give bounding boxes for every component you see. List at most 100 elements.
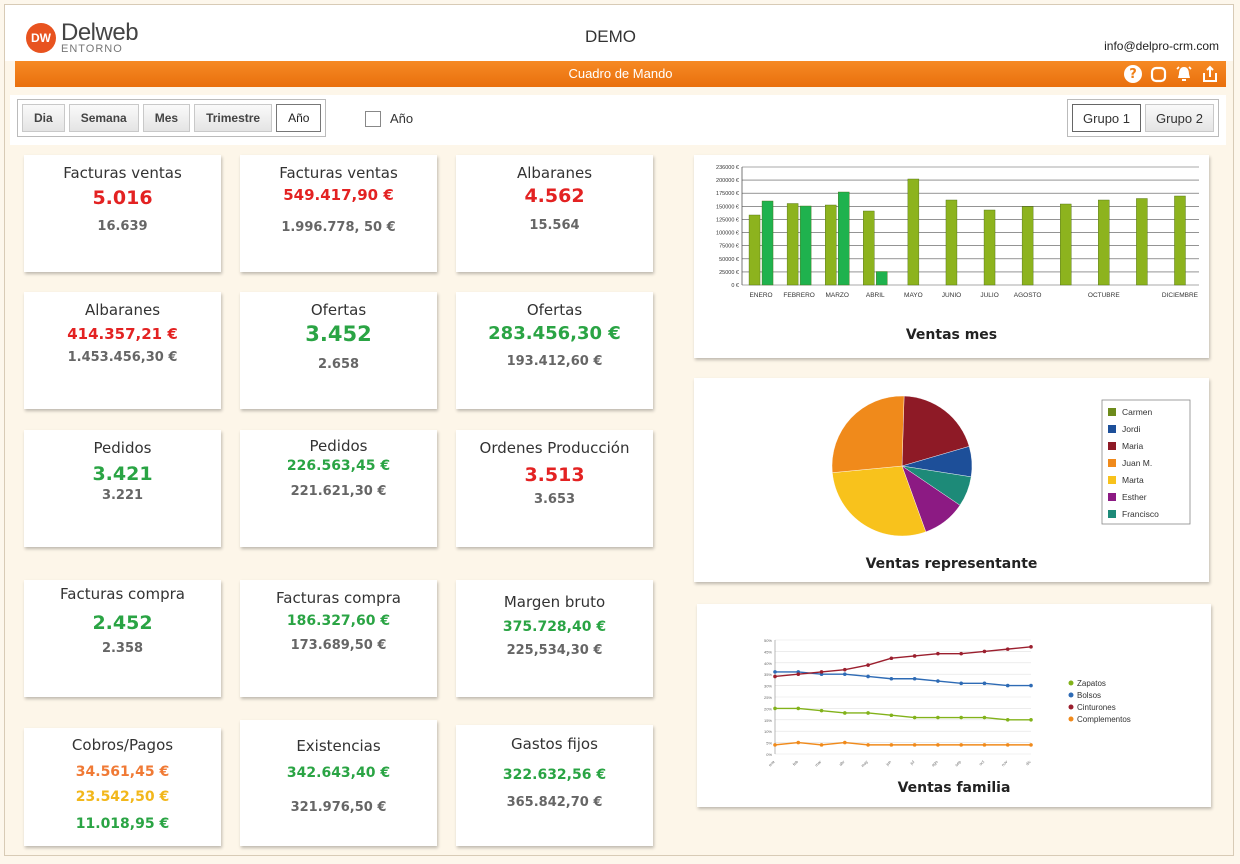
x-tick-label: ene [767, 759, 776, 768]
bar [907, 178, 920, 286]
group-2-button[interactable]: Grupo 2 [1145, 104, 1214, 132]
logo-name: Delweb [61, 19, 139, 46]
x-tick-label: mar [814, 759, 823, 768]
kpi-sub: 365.842,70 € [506, 795, 603, 810]
kpi-card[interactable]: Ofertas 283.456,30 € 193.412,60 € [456, 292, 653, 409]
dashboard-title: Cuadro de Mando [568, 66, 673, 81]
data-point [843, 740, 847, 745]
kpi-sub: 193.412,60 € [506, 354, 603, 369]
kpi-card[interactable]: Margen bruto 375.728,40 € 225,534,30 € [456, 580, 653, 697]
stop-icon[interactable] [1148, 64, 1168, 84]
series-line [774, 741, 1031, 746]
period-dia-button[interactable]: Dia [22, 104, 65, 132]
kpi-card[interactable]: Albaranes 4.562 15.564 [456, 155, 653, 272]
group-selector: Grupo 1 Grupo 2 [1067, 99, 1219, 137]
kpi-card[interactable]: Gastos fijos 322.632,56 € 365.842,70 € [456, 725, 653, 846]
x-tick-label: sep [954, 759, 963, 768]
logo-subtitle: ENTORNO [61, 43, 123, 55]
alarm-icon[interactable] [1174, 64, 1194, 84]
series-line [775, 707, 1031, 721]
legend-box [1101, 399, 1191, 525]
x-tick-label: MAYO [904, 292, 923, 299]
data-point [889, 713, 894, 718]
data-point [866, 711, 870, 715]
bar [748, 214, 761, 286]
kpi-card[interactable]: Cobros/Pagos 34.561,45 € 23.542,50 € 11.… [24, 728, 221, 846]
data-point [796, 672, 801, 676]
pie-slice [901, 395, 970, 467]
data-point [843, 711, 847, 715]
legend-label: Complementos [1077, 715, 1131, 724]
data-point [889, 743, 894, 747]
legend-label: Marta [1122, 475, 1144, 485]
x-tick-label: jul [908, 759, 915, 766]
kpi-title: Gastos fijos [511, 735, 598, 753]
data-point [936, 743, 940, 747]
y-tick-label: 30% [764, 684, 772, 689]
kpi-sub: 23.542,50 € [75, 789, 170, 805]
help-icon[interactable]: ? [1124, 65, 1142, 83]
kpi-card[interactable]: Albaranes 414.357,21 € 1.453.456,30 € [24, 292, 221, 409]
user-email[interactable]: info@delpro-crm.com [1104, 39, 1219, 53]
kpi-card[interactable]: Pedidos 3.421 3.221 [24, 430, 221, 547]
kpi-value: 34.561,45 € [75, 764, 170, 780]
data-point [959, 743, 963, 747]
y-tick-label: 100000 € [716, 231, 739, 237]
y-tick-label: 35% [764, 672, 772, 677]
y-tick-label: 125000 € [716, 217, 739, 223]
kpi-card[interactable]: Pedidos 226.563,45 € 221.621,30 € [240, 430, 437, 547]
data-point [866, 663, 870, 667]
app-header: DW Delweb ENTORNO DEMO info@delpro-crm.c… [5, 5, 1233, 61]
bar [1021, 206, 1034, 286]
kpi-value: 3.452 [305, 322, 372, 346]
bar [838, 191, 850, 286]
share-icon[interactable] [1200, 64, 1220, 84]
kpi-card[interactable]: Facturas compra 2.452 2.358 [24, 580, 221, 697]
data-point [773, 674, 777, 679]
period-trimestre-button[interactable]: Trimestre [194, 104, 273, 132]
kpi-value: 3.421 [92, 463, 153, 485]
kpi-value: 226.563,45 € [286, 458, 391, 474]
pie-chart: Carmen Jordi Maria Juan M. Marta Esther Franci… [831, 395, 1191, 537]
y-tick-label: 5% [766, 741, 772, 746]
bar [1098, 199, 1110, 286]
kpi-card[interactable]: Facturas ventas 5.016 16.639 [24, 155, 221, 272]
kpi-card[interactable]: Ordenes Producción 3.513 3.653 [456, 430, 653, 547]
kpi-sub: 225,534,30 € [506, 643, 603, 658]
data-point [936, 715, 940, 720]
kpi-extra: 11.018,95 € [75, 816, 170, 832]
bar [761, 200, 774, 286]
data-point [936, 651, 940, 656]
period-semana-button[interactable]: Semana [68, 104, 139, 132]
bar-chart: 0 € 25000 € 50000 € 75000 € 100000 € 125000 €… [716, 165, 1199, 299]
legend-swatch [1108, 476, 1116, 484]
kpi-card[interactable]: Facturas ventas 549.417,90 € 1.996.778, … [240, 155, 437, 272]
x-tick-label: JUNIO [942, 292, 962, 299]
series-line [775, 671, 1031, 687]
data-point [1005, 718, 1010, 722]
x-tick-label: AGOSTO [1014, 292, 1042, 299]
group-1-button[interactable]: Grupo 1 [1072, 104, 1142, 132]
pie-slice [832, 465, 927, 537]
kpi-value: 2.452 [92, 612, 153, 634]
bar [1060, 203, 1072, 286]
data-point [959, 715, 963, 720]
legend-swatch [1108, 493, 1116, 501]
kpi-card[interactable]: Facturas compra 186.327,60 € 173.689,50 … [240, 580, 437, 697]
period-mes-button[interactable]: Mes [142, 104, 191, 132]
pie-slice [831, 395, 905, 473]
period-ano-button[interactable]: Año [276, 104, 322, 132]
kpi-sub: 15.564 [529, 218, 580, 233]
data-point [773, 743, 777, 747]
year-checkbox[interactable] [365, 111, 381, 127]
kpi-value: 322.632,56 € [502, 767, 607, 783]
kpi-title: Pedidos [93, 439, 152, 457]
legend-label: Francisco [1122, 509, 1159, 519]
x-tick-label: ABRIL [866, 292, 885, 299]
kpi-value: 549.417,90 € [283, 186, 394, 204]
kpi-card[interactable]: Ofertas 3.452 2.658 [240, 292, 437, 409]
legend-swatch [1108, 442, 1116, 450]
x-tick-label: nov [1000, 759, 1008, 767]
data-point [982, 681, 987, 686]
kpi-card[interactable]: Existencias 342.643,40 € 321.976,50 € [240, 720, 437, 846]
